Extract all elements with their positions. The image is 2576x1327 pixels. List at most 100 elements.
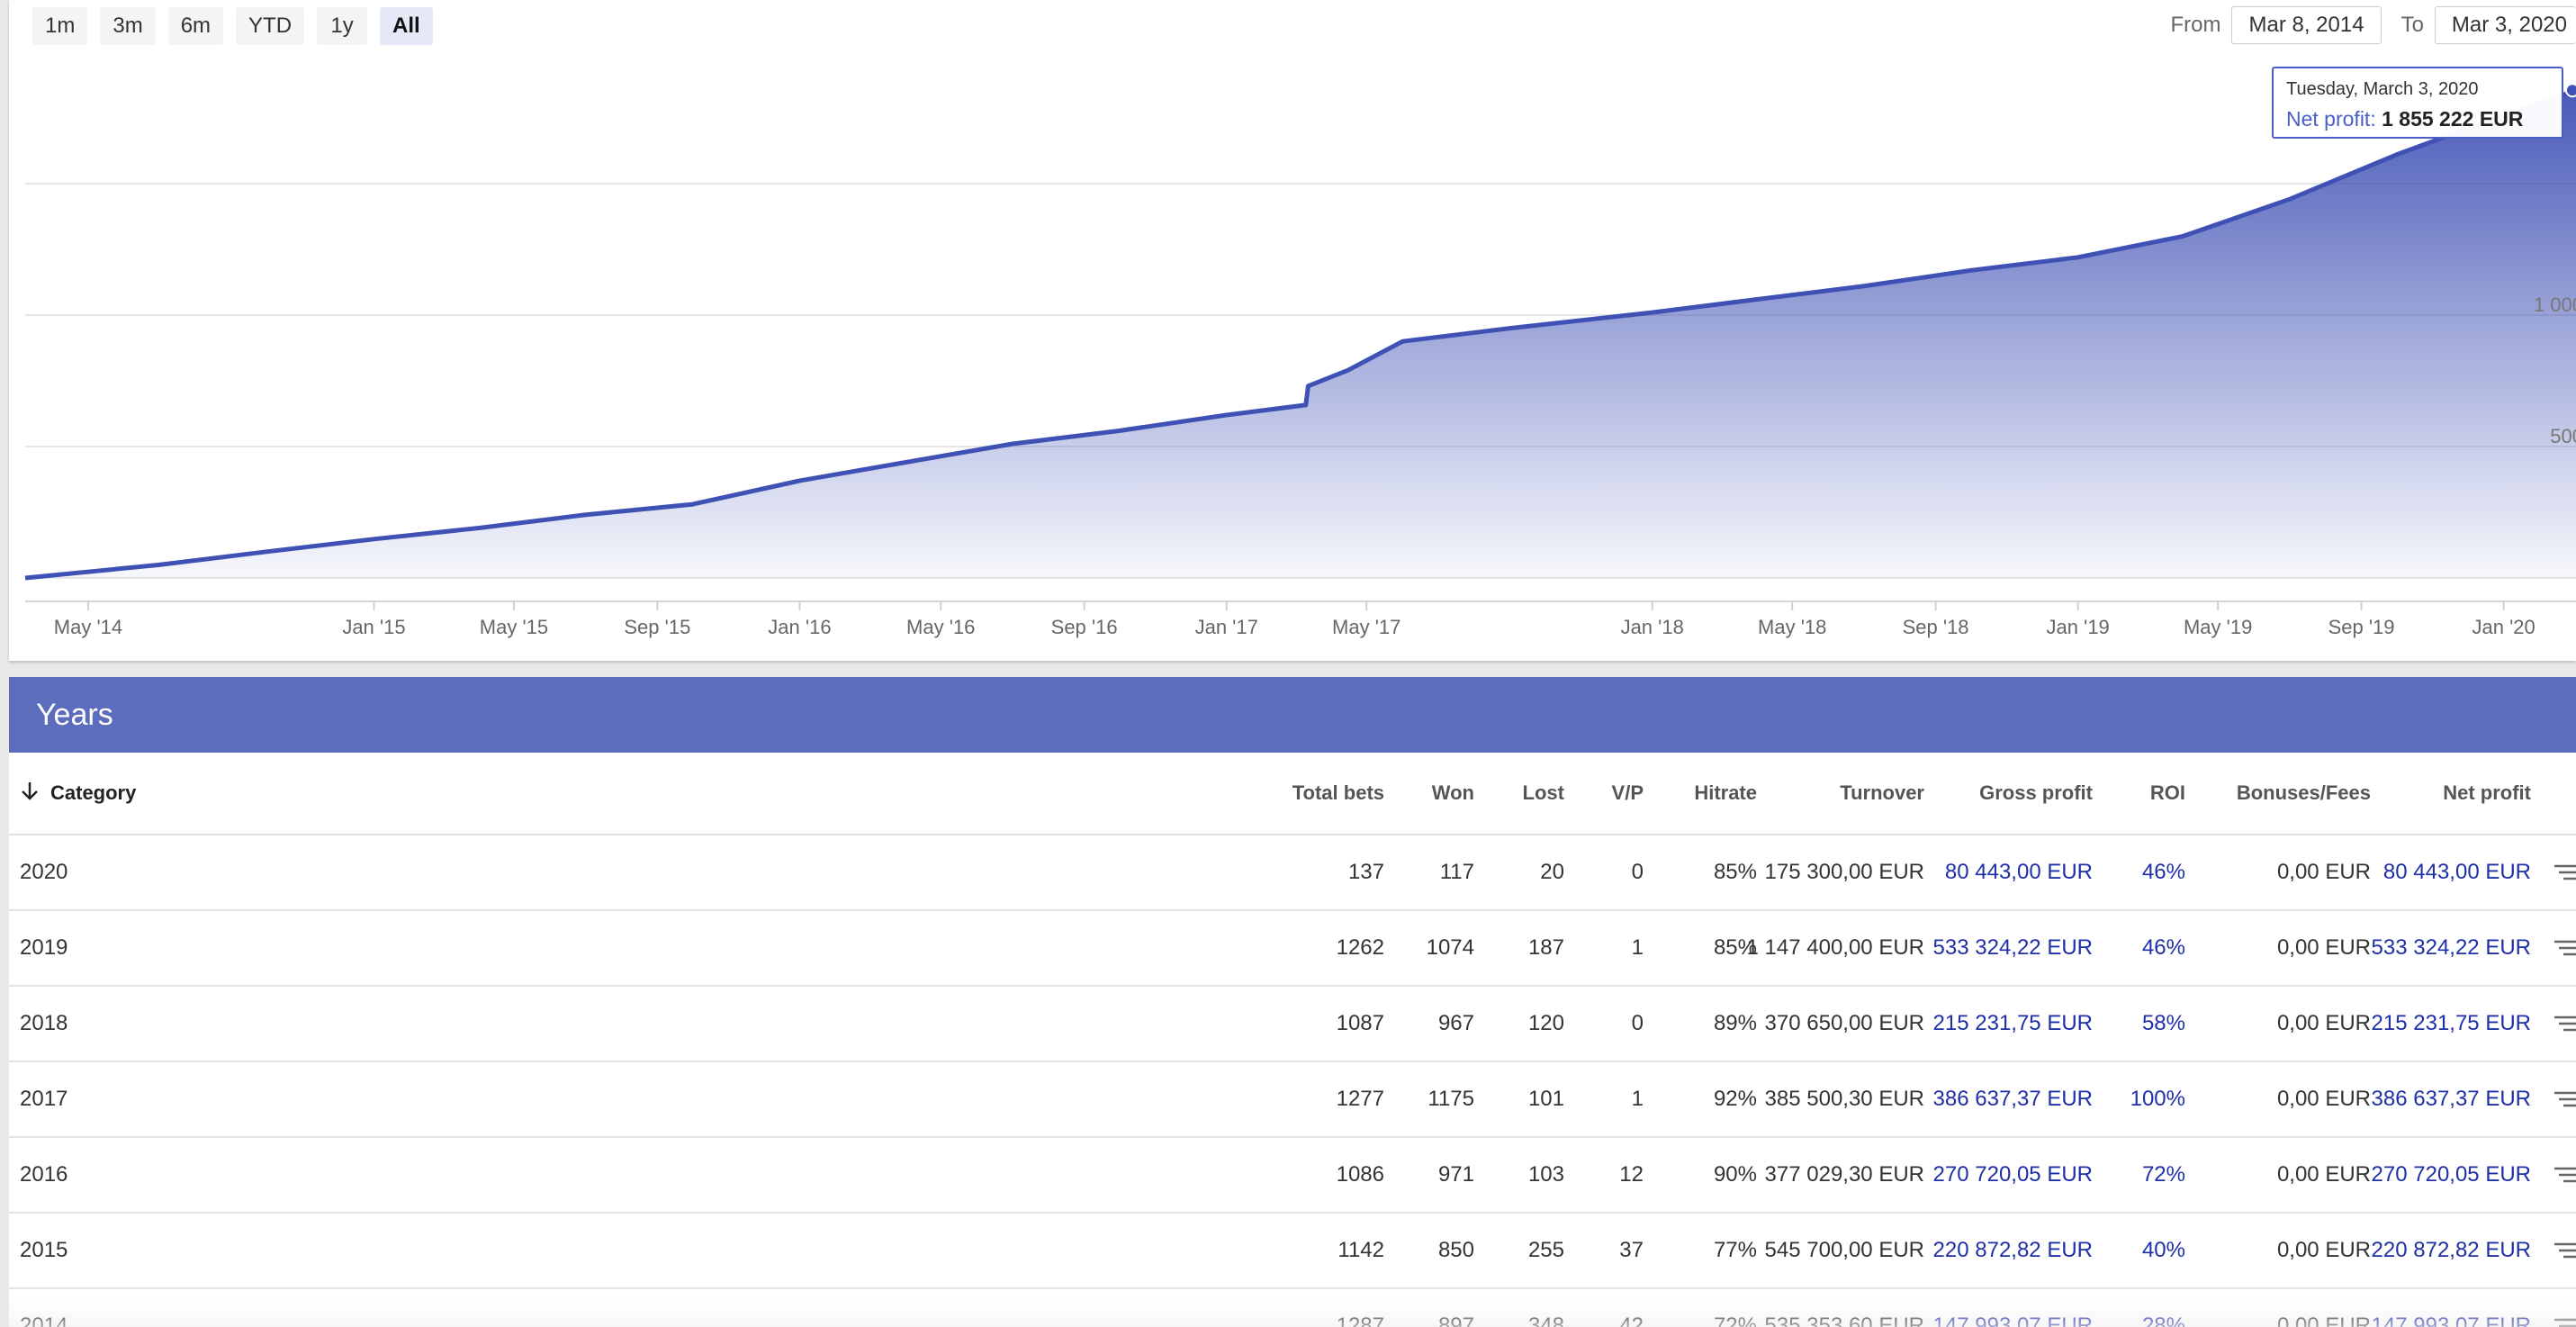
cell-won: 117 [1439, 860, 1474, 884]
from-date-input[interactable]: Mar 8, 2014 [2231, 6, 2382, 44]
x-tick-label: Sep '16 [1051, 616, 1118, 638]
filter-lines-icon[interactable] [2553, 1062, 2576, 1136]
net-profit-chart[interactable]: 500 1 000 May '14 Jan '15 May '15 Sep '15 Jan… [9, 0, 2576, 661]
date-range-inputs: From Mar 8, 2014 To Mar 3, 2020 [2170, 6, 2576, 44]
cell-roi: 46% [2141, 860, 2185, 884]
range-button-1y[interactable]: 1y [317, 7, 368, 45]
cell-total-bets: 1287 [1336, 1313, 1384, 1327]
column-header-hitrate[interactable]: Hitrate [1694, 781, 1757, 804]
cell-roi: 28% [2141, 1313, 2185, 1327]
cell-lost: 187 [1527, 935, 1564, 960]
cell-turnover: 385 500,30 EUR [1764, 1087, 1924, 1111]
range-button-1m[interactable]: 1m [32, 7, 88, 45]
years-panel-title: Years [9, 677, 2576, 753]
cell-total-bets: 1142 [1338, 1238, 1384, 1262]
cell-year: 2015 [20, 1238, 68, 1262]
y-tick-label: 500 [2550, 425, 2576, 447]
table-header-row: Category Total bets Won Lost V/P Hitrate… [9, 753, 2576, 835]
x-tick-label: May '15 [480, 616, 548, 638]
cell-turnover: 545 700,00 EUR [1764, 1238, 1924, 1262]
filter-lines-icon[interactable] [2553, 1289, 2576, 1327]
from-label: From [2170, 13, 2221, 37]
to-date-input[interactable]: Mar 3, 2020 [2434, 6, 2576, 44]
cell-net-profit: 270 720,05 EUR [2371, 1162, 2531, 1187]
years-table-body: 2020 137 117 20 0 85% 175 300,00 EUR 80 443,00 … [9, 835, 2576, 1327]
table-row[interactable]: 2016 1086 971 103 12 90% 377 029,30 EUR 270 720… [9, 1138, 2576, 1214]
cell-turnover: 370 650,00 EUR [1764, 1011, 1924, 1035]
cell-vp: 1 [1631, 935, 1644, 960]
cell-gross-profit: 80 443,00 EUR [1944, 860, 2093, 884]
table-row[interactable]: 2020 137 117 20 0 85% 175 300,00 EUR 80 443,00 … [9, 835, 2576, 911]
table-row[interactable]: 2018 1087 967 120 0 89% 370 650,00 EUR 215 231,… [9, 987, 2576, 1062]
x-tick-label: Jan '15 [342, 616, 405, 638]
table-row[interactable]: 2019 1262 1074 187 1 85% 1 147 400,00 EUR 533 3… [9, 911, 2576, 987]
cell-total-bets: 1086 [1336, 1162, 1384, 1187]
cell-lost: 120 [1527, 1011, 1564, 1035]
column-header-turnover[interactable]: Turnover [1840, 781, 1924, 804]
cell-bonuses-fees: 0,00 EUR [2276, 1313, 2371, 1327]
cell-total-bets: 1277 [1336, 1087, 1384, 1111]
net-profit-chart-panel: 500 1 000 May '14 Jan '15 May '15 Sep '15 Jan… [9, 0, 2576, 661]
cell-gross-profit: 147 993,07 EUR [1932, 1313, 2093, 1327]
cell-vp: 0 [1631, 1011, 1644, 1035]
cell-roi: 72% [2141, 1162, 2185, 1187]
tooltip-value: 1 855 222 EUR [2382, 107, 2524, 131]
x-tick-label: Jan '20 [2472, 616, 2535, 638]
cell-roi: 58% [2141, 1011, 2185, 1035]
cell-year: 2017 [20, 1087, 68, 1111]
table-row[interactable]: 2014 1287 897 348 42 72% 535 353,60 EUR 147 993… [9, 1289, 2576, 1327]
cell-total-bets: 1262 [1336, 935, 1384, 960]
cell-won: 1074 [1426, 935, 1474, 960]
cell-year: 2018 [20, 1011, 68, 1035]
x-tick-label: May '19 [2184, 616, 2252, 638]
column-header-net-profit[interactable]: Net profit [2443, 781, 2531, 804]
arrow-down-icon [20, 780, 40, 808]
net-profit-area [25, 90, 2576, 579]
column-header-gross-profit[interactable]: Gross profit [1979, 781, 2093, 804]
column-header-bonuses-fees[interactable]: Bonuses/Fees [2236, 781, 2371, 804]
filter-lines-icon[interactable] [2553, 1138, 2576, 1212]
cell-lost: 348 [1527, 1313, 1564, 1327]
cell-net-profit: 220 872,82 EUR [2371, 1238, 2531, 1262]
cell-net-profit: 147 993,07 EUR [2371, 1313, 2531, 1327]
column-header-roi[interactable]: ROI [2149, 781, 2185, 804]
cell-vp: 0 [1631, 860, 1644, 884]
cell-year: 2014 [20, 1313, 68, 1327]
x-tick-label: May '18 [1758, 616, 1826, 638]
cell-net-profit: 386 637,37 EUR [2371, 1087, 2531, 1111]
x-tick-label: Jan '16 [768, 616, 831, 638]
filter-lines-icon[interactable] [2553, 1214, 2576, 1287]
x-tick-label: May '17 [1332, 616, 1401, 638]
cell-won: 850 [1437, 1238, 1474, 1262]
filter-lines-icon[interactable] [2553, 911, 2576, 985]
column-header-total-bets[interactable]: Total bets [1292, 781, 1384, 804]
table-row[interactable]: 2017 1277 1175 101 1 92% 385 500,30 EUR 386 637… [9, 1062, 2576, 1138]
chart-tooltip: Tuesday, March 3, 2020 Net profit: 1 855… [2272, 67, 2563, 139]
y-tick-label: 1 000 [2534, 293, 2576, 316]
cell-won: 897 [1437, 1313, 1474, 1327]
filter-lines-icon[interactable] [2553, 987, 2576, 1061]
table-row[interactable]: 2015 1142 850 255 37 77% 545 700,00 EUR 220 872… [9, 1214, 2576, 1289]
x-tick-label: Sep '19 [2328, 616, 2395, 638]
cell-gross-profit: 386 637,37 EUR [1932, 1087, 2093, 1111]
column-header-category-label: Category [50, 781, 137, 804]
column-header-won[interactable]: Won [1431, 781, 1474, 804]
range-button-all[interactable]: All [380, 7, 433, 45]
cell-turnover: 175 300,00 EUR [1764, 860, 1924, 884]
column-header-category[interactable]: Category [20, 753, 136, 834]
cell-roi: 46% [2141, 935, 2185, 960]
net-profit-line [24, 87, 2576, 581]
cell-turnover: 377 029,30 EUR [1764, 1162, 1924, 1187]
column-header-lost[interactable]: Lost [1522, 781, 1564, 804]
cell-hitrate: 89% [1713, 1011, 1757, 1035]
range-button-6m[interactable]: 6m [167, 7, 224, 45]
filter-lines-icon[interactable] [2553, 835, 2576, 909]
x-axis-labels: May '14 Jan '15 May '15 Sep '15 Jan '16 May '… [54, 601, 2535, 638]
column-header-vp[interactable]: V/P [1611, 781, 1644, 804]
hover-point-marker [2565, 83, 2576, 98]
range-button-3m[interactable]: 3m [100, 7, 156, 45]
range-button-ytd[interactable]: YTD [236, 7, 305, 45]
x-tick-label: Sep '18 [1903, 616, 1969, 638]
cell-year: 2016 [20, 1162, 68, 1187]
cell-vp: 37 [1619, 1238, 1644, 1262]
